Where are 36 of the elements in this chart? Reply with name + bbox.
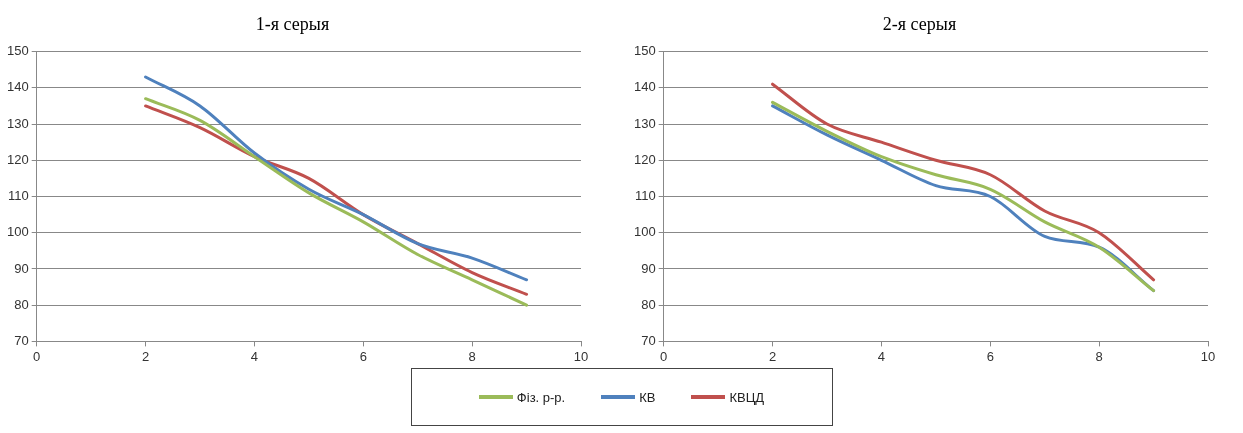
y-tick-label: 130	[6, 115, 29, 131]
chart-title: 2-я серыя	[882, 13, 957, 34]
y-tick-label: 80	[641, 296, 656, 312]
x-tick-label: 4	[877, 348, 886, 364]
legend-label: КВЦД	[729, 389, 765, 405]
x-tick-label: 6	[986, 348, 994, 364]
x-tick-label: 8	[1095, 348, 1103, 364]
y-tick-label: 140	[633, 79, 656, 95]
y-tick-label: 90	[14, 260, 29, 276]
legend-label: Фіз. р-р.	[516, 389, 566, 405]
legend-label: КВ	[639, 389, 656, 405]
x-tick-label: 10	[573, 348, 589, 364]
y-tick-label: 70	[14, 332, 29, 348]
x-tick-label: 0	[33, 348, 41, 364]
y-tick-label: 130	[633, 115, 656, 131]
y-tick-label: 90	[641, 260, 656, 276]
y-tick-label: 120	[633, 151, 656, 167]
x-tick-label: 10	[1200, 348, 1216, 364]
x-tick-label: 8	[468, 348, 476, 364]
line-series	[144, 75, 529, 282]
y-tick-label: 100	[633, 224, 656, 240]
x-tick-label: 0	[660, 348, 668, 364]
y-tick-label: 100	[6, 224, 29, 240]
y-tick-label: 110	[634, 188, 656, 204]
y-tick-label: 140	[6, 79, 29, 95]
y-tick-label: 120	[6, 151, 29, 167]
x-tick-label: 2	[141, 348, 150, 364]
x-tick-label: 2	[768, 348, 777, 364]
y-tick-label: 110	[7, 188, 29, 204]
chart-title: 1-я серыя	[255, 13, 330, 34]
y-tick-label: 150	[6, 43, 29, 59]
x-tick-label: 4	[250, 348, 259, 364]
y-tick-label: 80	[14, 296, 29, 312]
y-tick-label: 150	[633, 43, 656, 59]
y-tick-label: 70	[641, 332, 656, 348]
x-tick-label: 6	[359, 348, 367, 364]
